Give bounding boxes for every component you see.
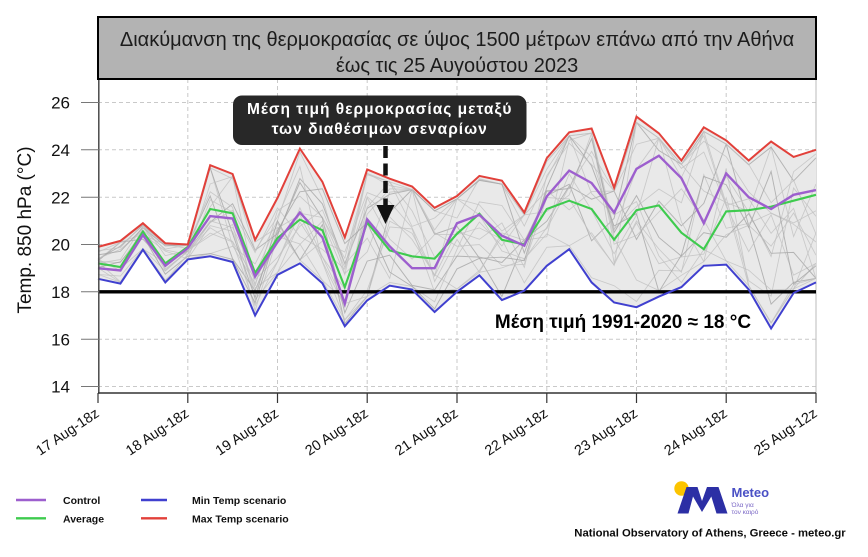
svg-text:Διακύμανση της θερμοκρασίας σε: Διακύμανση της θερμοκρασίας σε ύψος 1500…: [120, 29, 794, 51]
svg-text:26: 26: [51, 94, 70, 113]
svg-text:Temp. 850 hPa (°C): Temp. 850 hPa (°C): [15, 146, 36, 313]
svg-text:22: 22: [51, 188, 70, 207]
svg-text:Meteo: Meteo: [732, 485, 770, 500]
svg-text:Min Temp scenario: Min Temp scenario: [192, 495, 286, 507]
svg-text:18: 18: [51, 283, 70, 302]
svg-text:Όλα για: Όλα για: [731, 502, 754, 509]
svg-text:14: 14: [51, 378, 70, 397]
svg-text:των διαθέσιμων σεναρίων: των διαθέσιμων σεναρίων: [272, 121, 488, 138]
svg-text:έως τις 25 Αυγούστου 2023: έως τις 25 Αυγούστου 2023: [336, 55, 578, 77]
svg-text:16: 16: [51, 330, 70, 349]
svg-text:τον καιρό: τον καιρό: [732, 508, 759, 516]
svg-text:Average: Average: [63, 513, 104, 525]
svg-text:24: 24: [51, 141, 70, 160]
svg-text:Μέση τιμή 1991-2020 ≈ 18 °C: Μέση τιμή 1991-2020 ≈ 18 °C: [495, 312, 751, 333]
svg-text:Control: Control: [63, 495, 100, 507]
svg-text:Max Temp scenario: Max Temp scenario: [192, 513, 289, 525]
svg-text:National Observatory of Athens: National Observatory of Athens, Greece -…: [574, 528, 846, 540]
svg-text:Μέση τιμή θερμοκρασίας μεταξύ: Μέση τιμή θερμοκρασίας μεταξύ: [247, 101, 512, 118]
svg-text:20: 20: [51, 236, 70, 255]
